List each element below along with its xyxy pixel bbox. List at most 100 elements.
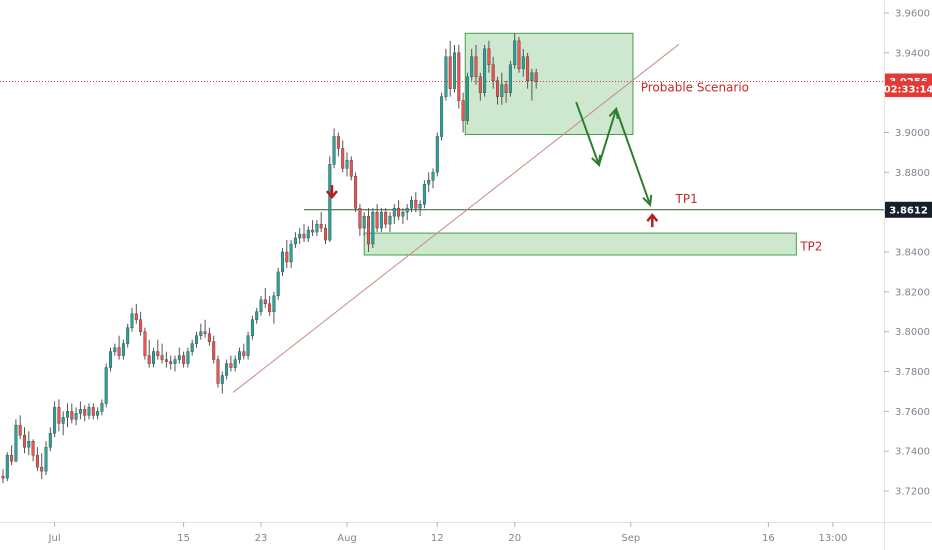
price-tag-layer: 3.925602:33:143.8612 bbox=[884, 73, 932, 218]
candle-body bbox=[362, 215, 366, 229]
candle-body bbox=[298, 233, 302, 239]
candle-body bbox=[18, 425, 22, 436]
candle-body bbox=[332, 136, 336, 165]
candle-body bbox=[177, 355, 181, 360]
x-tick-label: 12 bbox=[431, 533, 444, 544]
candle-body bbox=[302, 233, 306, 239]
candle-body bbox=[31, 441, 35, 456]
candle-body bbox=[151, 351, 155, 364]
candle-body bbox=[500, 84, 504, 97]
candle-body bbox=[126, 327, 130, 344]
y-tick-label: 3.7400 bbox=[895, 447, 930, 458]
marker-arrow-up-head bbox=[646, 213, 659, 222]
line-layer bbox=[0, 43, 884, 393]
candle-body bbox=[160, 355, 164, 360]
candle-body bbox=[465, 76, 469, 121]
candle-body bbox=[324, 227, 328, 241]
scenario-arrow-segment bbox=[598, 108, 618, 166]
candle-body bbox=[143, 331, 147, 356]
candle-body bbox=[61, 417, 65, 424]
candle-body bbox=[306, 229, 310, 239]
x-tick-label: 20 bbox=[508, 533, 521, 544]
candle-body bbox=[397, 207, 401, 217]
y-tick-label: 3.9400 bbox=[895, 48, 930, 59]
candle-body bbox=[194, 335, 198, 344]
candle-body bbox=[276, 271, 280, 297]
candle-body bbox=[289, 243, 293, 263]
y-tick-label: 3.8200 bbox=[895, 287, 930, 298]
candle-body bbox=[483, 48, 487, 93]
candle-body bbox=[186, 351, 190, 364]
annotation-layer: Probable Scenario TP1 TP2 bbox=[325, 81, 822, 253]
price-tag-bg bbox=[885, 201, 932, 218]
candle-body bbox=[418, 204, 422, 209]
candle-body bbox=[470, 56, 474, 77]
candle-body bbox=[534, 72, 538, 82]
candle-body bbox=[272, 295, 276, 312]
x-tick-label: 15 bbox=[177, 533, 190, 544]
candle-body bbox=[139, 319, 143, 332]
scenario-arrow-segment bbox=[575, 101, 600, 166]
candle-body bbox=[448, 56, 452, 89]
candle-body bbox=[530, 72, 534, 81]
candle-body bbox=[345, 160, 349, 169]
candle-body bbox=[405, 207, 409, 213]
scenario-arrowhead bbox=[642, 194, 653, 207]
annotation-probable-scenario: Probable Scenario bbox=[641, 81, 749, 95]
candle-body bbox=[457, 52, 461, 101]
candle-body bbox=[113, 347, 117, 352]
candle-body bbox=[319, 223, 323, 229]
candle-body bbox=[354, 176, 358, 209]
candle-body bbox=[5, 454, 9, 479]
price-tag-bg bbox=[885, 81, 932, 98]
candle-body bbox=[491, 64, 495, 81]
candle-body bbox=[117, 347, 121, 356]
candle-body bbox=[410, 200, 414, 209]
candle-body bbox=[14, 425, 18, 462]
candle-body bbox=[358, 207, 362, 229]
candle-body bbox=[121, 343, 125, 356]
scenario-arrow-segment bbox=[615, 108, 652, 206]
y-tick-label: 3.9600 bbox=[895, 8, 930, 19]
candle-body bbox=[388, 215, 392, 225]
candle-body bbox=[190, 343, 194, 352]
candle-body bbox=[341, 148, 345, 169]
candle-body bbox=[10, 454, 14, 462]
zone-layer bbox=[363, 32, 797, 256]
candle-body bbox=[259, 299, 263, 312]
candle-body bbox=[311, 229, 315, 233]
candle-body bbox=[91, 407, 95, 416]
candle-body bbox=[225, 363, 229, 376]
candle-body bbox=[44, 447, 48, 472]
candle-body bbox=[250, 319, 254, 336]
candle-body bbox=[147, 355, 151, 364]
y-tick-label: 3.9000 bbox=[895, 128, 930, 139]
candle-body bbox=[40, 466, 44, 472]
y-tick-label: 3.7800 bbox=[895, 367, 930, 378]
tp2-zone bbox=[363, 232, 797, 256]
candle-body bbox=[461, 100, 465, 121]
candle-body bbox=[212, 341, 216, 360]
candle-body bbox=[78, 409, 82, 414]
candle-body bbox=[216, 359, 220, 384]
candle-body bbox=[229, 363, 233, 368]
x-tick-label: Sep bbox=[621, 533, 640, 544]
candle-body bbox=[453, 52, 457, 89]
candle-body bbox=[156, 351, 160, 356]
candle-body bbox=[164, 359, 168, 362]
candle-body bbox=[517, 40, 521, 69]
candle-body bbox=[246, 335, 250, 356]
x-tick-label: Jul bbox=[48, 533, 61, 544]
candle-body bbox=[444, 56, 448, 97]
x-tick-label: 13:00 bbox=[818, 533, 847, 544]
candle-body bbox=[199, 331, 203, 336]
trendline bbox=[232, 43, 680, 393]
candle-body bbox=[496, 80, 500, 97]
candle-layer bbox=[1, 32, 538, 484]
y-tick-label: 3.8800 bbox=[895, 168, 930, 179]
candle-body bbox=[65, 411, 69, 418]
candle-body bbox=[328, 164, 332, 241]
candle-body bbox=[48, 433, 52, 448]
annotation-tp2: TP2 bbox=[799, 239, 822, 253]
